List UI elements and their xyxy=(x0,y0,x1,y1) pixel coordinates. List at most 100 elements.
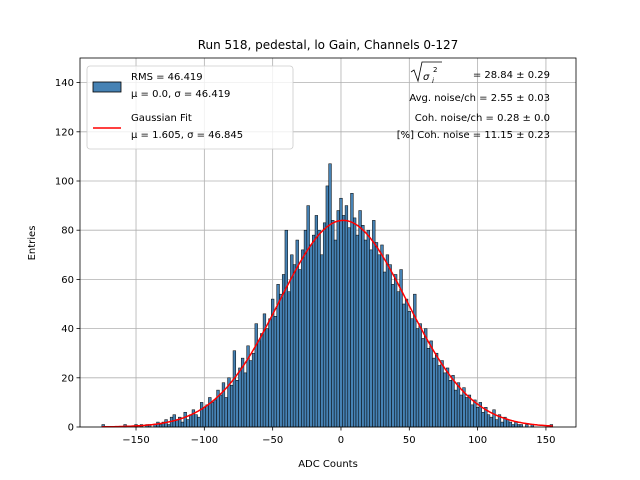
histogram-bar xyxy=(183,411,187,428)
histogram-bar xyxy=(235,380,239,428)
histogram-bar xyxy=(342,215,346,428)
histogram-bar xyxy=(238,367,242,428)
histogram-bar xyxy=(407,311,411,428)
histogram-bar xyxy=(486,414,491,428)
histogram-bar xyxy=(189,414,193,428)
histogram-bar xyxy=(492,409,496,428)
histogram-bar xyxy=(249,360,253,428)
legend-histogram-swatch xyxy=(92,81,122,93)
x-tick-label: −150 xyxy=(122,435,149,446)
histogram-bar xyxy=(287,291,291,428)
histogram-bar xyxy=(418,323,422,428)
histogram-bar xyxy=(385,254,390,428)
histogram-bar xyxy=(339,197,343,428)
histogram-bar xyxy=(298,269,302,428)
histogram-bar xyxy=(344,205,349,428)
histogram-bar xyxy=(424,328,428,428)
y-tick-label: 120 xyxy=(55,127,74,138)
histogram-bar xyxy=(224,397,228,428)
histogram-bar xyxy=(257,340,261,428)
histogram-bar xyxy=(440,360,444,428)
histogram-bar xyxy=(251,352,256,428)
histogram-bar xyxy=(230,384,234,428)
histogram-bar xyxy=(260,333,264,428)
histogram-bar xyxy=(415,328,420,428)
histogram-bar xyxy=(396,291,400,428)
histogram-bar xyxy=(350,193,354,428)
histogram-bar xyxy=(377,254,381,428)
histogram-bar xyxy=(309,244,313,428)
chart-title: Run 518, pedestal, lo Gain, Channels 0-1… xyxy=(198,38,459,52)
histogram-bar xyxy=(508,421,513,428)
histogram-bar xyxy=(374,242,379,428)
sigma-symbol: σ xyxy=(423,72,430,83)
histogram-bar xyxy=(506,419,510,428)
histogram-bar xyxy=(213,399,217,428)
sqrt-symbol xyxy=(410,61,442,83)
y-tick-label: 140 xyxy=(55,78,74,89)
histogram-bar xyxy=(369,249,373,428)
histogram-bar xyxy=(489,416,493,428)
histogram-bar xyxy=(336,210,340,428)
histogram-bar xyxy=(355,234,359,428)
histogram-bar xyxy=(347,227,351,428)
histogram-bar xyxy=(284,229,288,428)
histogram-bar xyxy=(500,421,504,428)
histogram-bar xyxy=(429,340,433,428)
legend-mean-sigma: μ = 0.0, σ = 46.419 xyxy=(131,89,230,100)
noise-annotations: σ i 2 = 28.84 ± 0.29 Avg. noise/ch = 2.5… xyxy=(397,61,550,141)
legend-fit-params: μ = 1.605, σ = 46.845 xyxy=(131,130,243,141)
histogram-bar xyxy=(205,404,209,428)
y-tick-label: 0 xyxy=(68,423,74,434)
histogram-bar xyxy=(279,293,283,428)
y-tick-label: 40 xyxy=(61,324,74,335)
histogram-bar xyxy=(281,274,286,428)
histogram-bar xyxy=(210,402,215,428)
histogram-bar xyxy=(268,318,272,428)
y-axis-ticks: 0 20 40 60 80 100 120 140 xyxy=(55,78,80,434)
histogram-bar xyxy=(372,220,376,428)
x-tick-label: −100 xyxy=(191,435,218,446)
histogram-bar xyxy=(254,323,258,428)
histogram-bar xyxy=(394,274,398,428)
histogram-bar xyxy=(465,397,469,428)
histogram-bar xyxy=(391,284,395,428)
sigma-subscript: i xyxy=(432,77,434,85)
histogram-bar xyxy=(265,328,269,428)
histogram-bar xyxy=(273,316,278,428)
gaussian-fit-curve xyxy=(101,219,553,428)
histogram-bar xyxy=(459,394,463,428)
x-tick-label: 100 xyxy=(468,435,487,446)
histogram-bar xyxy=(473,399,477,428)
histogram-bar xyxy=(421,338,425,428)
legend-box xyxy=(86,65,294,150)
histogram-bar xyxy=(426,348,431,428)
histogram-bar xyxy=(358,210,362,428)
histogram-bar xyxy=(303,229,308,428)
histogram-bar xyxy=(445,367,450,428)
histogram-bar xyxy=(481,411,485,428)
sigma-superscript: 2 xyxy=(433,66,437,74)
x-tick-label: 50 xyxy=(403,435,416,446)
histogram-bar xyxy=(331,220,335,428)
histogram-bar xyxy=(402,303,406,428)
histogram-bar xyxy=(495,419,499,428)
histogram-bar xyxy=(180,421,185,428)
y-tick-label: 60 xyxy=(61,275,74,286)
sigma-value: = 28.84 ± 0.29 xyxy=(473,70,550,81)
histogram-bar xyxy=(194,414,198,428)
histogram-bar xyxy=(380,244,384,428)
histogram-bar xyxy=(325,185,329,428)
histogram-bar xyxy=(199,402,204,428)
histogram-bar xyxy=(186,419,190,428)
coh-noise: Coh. noise/ch = 0.28 ± 0.0 xyxy=(415,113,550,124)
histogram-bar xyxy=(219,394,223,428)
histogram-bar xyxy=(383,271,387,428)
legend-rms: RMS = 46.419 xyxy=(131,72,203,83)
histogram-bar xyxy=(333,239,338,428)
x-tick-label: 0 xyxy=(338,435,344,446)
histogram-bar xyxy=(388,264,392,428)
histogram-bar xyxy=(317,229,321,428)
histogram-bar xyxy=(404,298,409,428)
